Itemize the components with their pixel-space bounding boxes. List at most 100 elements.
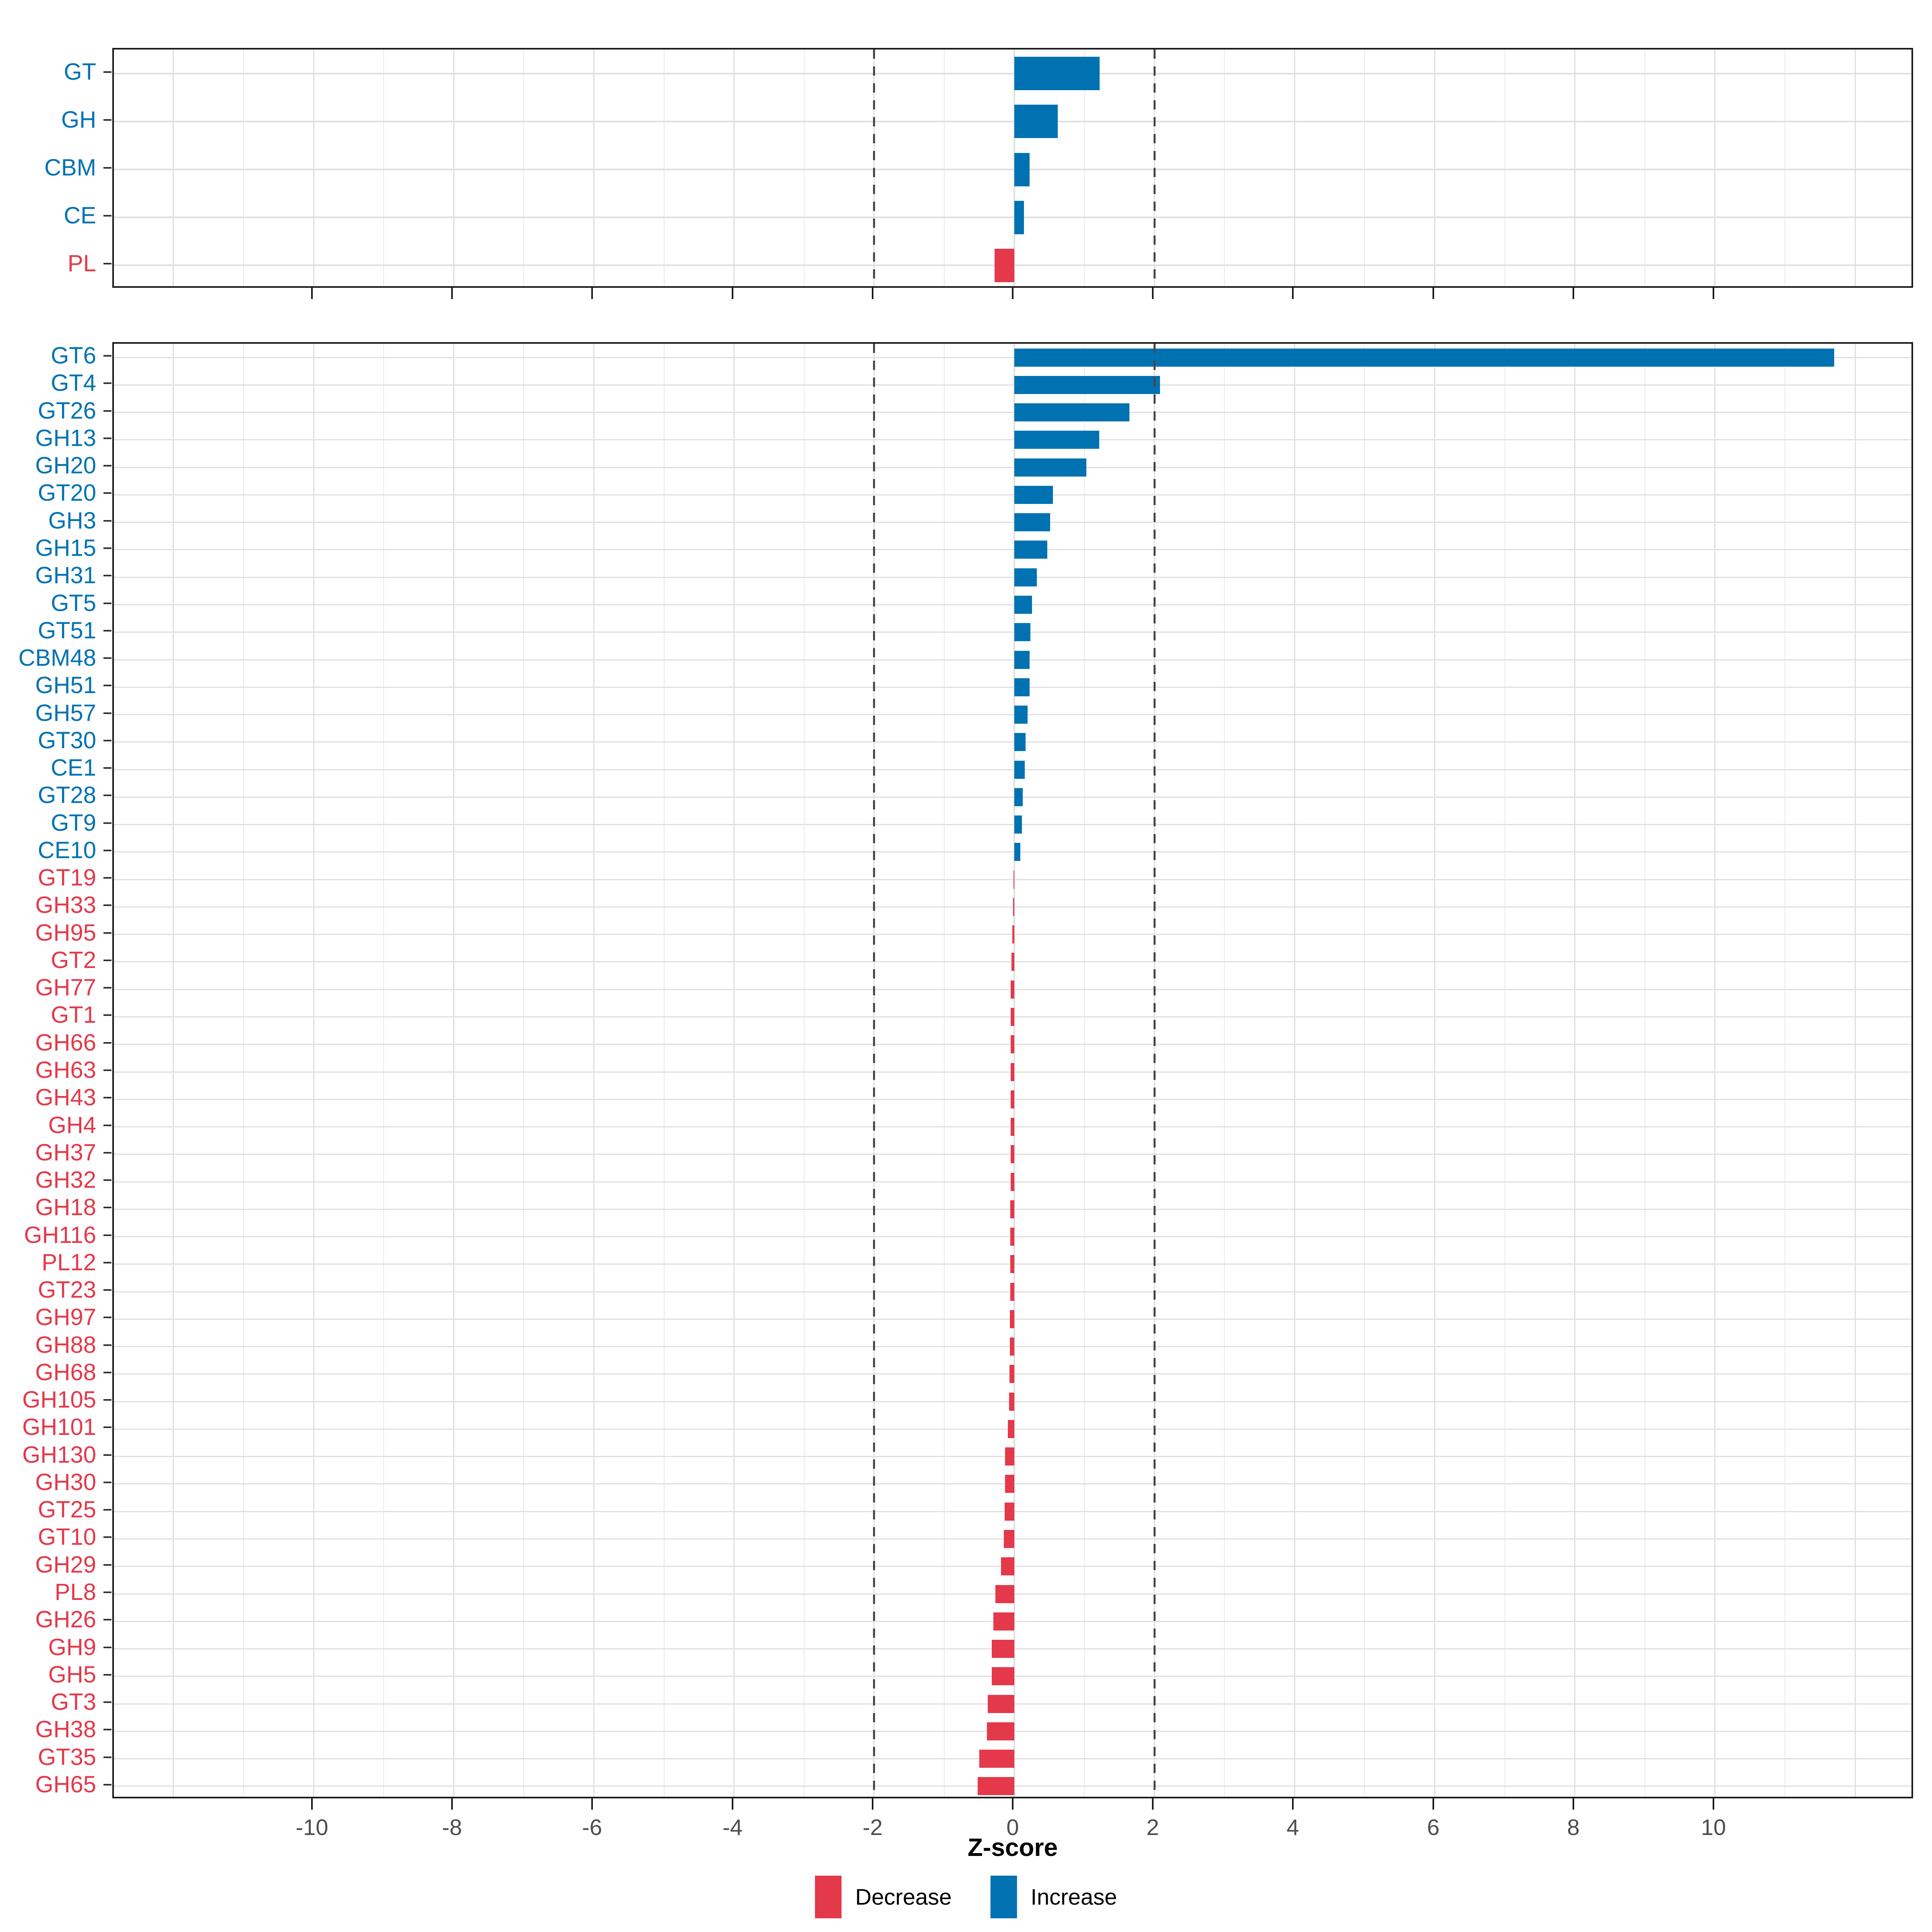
y-tick [103,1262,111,1263]
v-gridline [453,50,454,286]
h-gridline [114,73,1911,74]
v-gridline [1714,344,1715,1797]
dashed-line-neg2 [873,344,875,1797]
y-label-GH18: GH18 [35,1194,96,1220]
v-gridline [804,50,805,286]
h-gridline [114,632,1911,633]
v-gridline [804,344,805,1797]
h-gridline [114,412,1911,413]
bar-GT5 [1014,596,1032,614]
x-tick-label: 4 [1286,1814,1299,1840]
y-tick [103,822,111,824]
y-label-GH105: GH105 [22,1387,96,1413]
v-gridline [313,344,314,1797]
bar-GT26 [1014,403,1129,421]
bar-GH105 [1009,1393,1014,1411]
x-tick [591,288,593,299]
y-tick [103,1647,111,1648]
y-label-GH32: GH32 [35,1167,96,1193]
bar-GH29 [1001,1557,1014,1575]
bar-GH66 [1011,1035,1014,1053]
y-tick [103,987,111,989]
y-label-GH30: GH30 [35,1469,96,1495]
bar-GT4 [1014,376,1160,394]
x-tick-label: 10 [1701,1814,1726,1840]
y-label-GH68: GH68 [35,1359,96,1385]
y-label-GH15: GH15 [35,535,96,561]
y-label-GH: GH [61,107,96,133]
y-label-GH66: GH66 [35,1030,96,1056]
y-label-GH51: GH51 [35,672,96,698]
y-label-CE10: CE10 [37,837,96,863]
v-gridline [1294,344,1295,1797]
bar-GH88 [1010,1338,1014,1356]
x-tick [1012,1798,1013,1810]
y-label-GT19: GT19 [37,865,96,891]
bar-GH68 [1009,1365,1014,1383]
y-tick [103,1289,111,1291]
h-gridline [114,687,1911,688]
v-gridline [1574,50,1575,286]
v-gridline [944,50,945,286]
y-tick [103,1729,111,1730]
h-gridline [114,384,1911,386]
y-tick [103,603,111,604]
bar-GH101 [1008,1420,1014,1438]
y-label-CE1: CE1 [51,755,96,781]
y-tick [103,1179,111,1181]
y-label-GH9: GH9 [48,1634,96,1660]
bar-CE1 [1014,761,1025,779]
y-tick [103,1426,111,1428]
v-gridline [523,344,524,1797]
y-label-GT51: GT51 [37,617,96,644]
y-tick [103,1619,111,1620]
bar-GH97 [1010,1310,1014,1328]
y-tick [103,520,111,522]
x-tick-label: 2 [1146,1814,1159,1840]
x-tick [1573,1798,1574,1810]
y-tick [103,1784,111,1785]
y-tick [103,932,111,934]
y-tick [103,1757,111,1758]
x-tick [732,1798,733,1810]
bar-GH38 [987,1722,1014,1740]
y-label-GT9: GT9 [51,810,96,836]
v-gridline [1434,50,1435,286]
bar-GT2 [1011,953,1014,971]
y-tick [103,712,111,714]
y-label-GH33: GH33 [35,892,96,918]
y-tick [103,492,111,494]
v-gridline [664,50,665,286]
bar-GT30 [1014,733,1026,751]
bar-GH43 [1011,1090,1014,1108]
bar-GH4 [1011,1118,1014,1136]
y-label-CBM48: CBM48 [18,645,96,671]
y-tick [103,740,111,741]
legend-swatch-increase-icon [990,1876,1017,1918]
bar-GH130 [1005,1447,1014,1466]
v-gridline [313,50,314,286]
y-tick [103,767,111,769]
bar-GH65 [978,1777,1014,1795]
y-label-CBM: CBM [44,155,96,181]
y-tick [103,263,111,264]
y-tick [103,657,111,659]
y-label-GT35: GT35 [37,1744,96,1770]
bar-GH37 [1011,1145,1014,1163]
h-gridline [114,906,1911,908]
bar-GH3 [1014,513,1050,531]
v-gridline [733,344,735,1797]
x-tick [872,288,873,299]
y-tick [103,904,111,906]
x-tick [1292,288,1294,299]
bar-GH18 [1010,1200,1014,1218]
bar-GT19 [1013,871,1014,889]
bar-GH20 [1014,458,1086,477]
bar-CBM [1014,153,1030,186]
y-tick [103,1701,111,1703]
x-tick [1432,288,1434,299]
v-gridline [173,50,174,286]
bar-GH57 [1014,706,1028,724]
y-tick [103,167,111,169]
panel-bottom [112,342,1913,1798]
